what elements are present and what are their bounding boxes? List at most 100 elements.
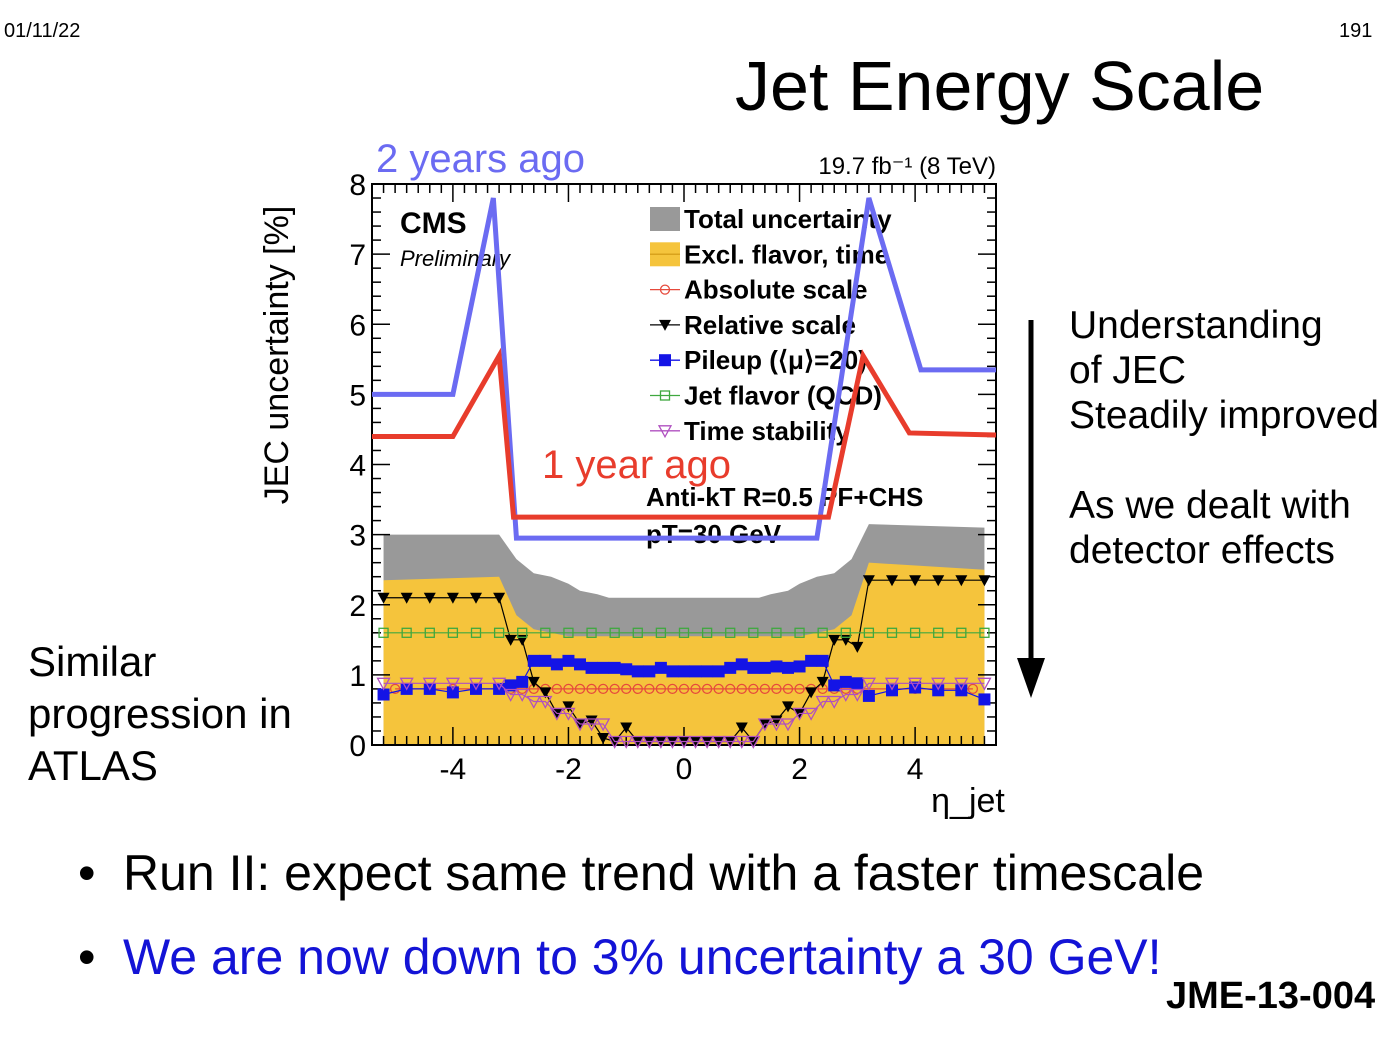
data-point	[468, 677, 484, 691]
data-point	[769, 718, 784, 732]
data-point	[517, 627, 528, 638]
data-point	[817, 627, 828, 638]
data-point	[711, 735, 726, 749]
data-point	[399, 677, 414, 691]
data-point	[771, 627, 782, 638]
status-label: Preliminary	[400, 246, 512, 271]
data-point	[725, 683, 736, 695]
data-point	[734, 735, 749, 749]
data-point	[955, 575, 968, 587]
data-point	[667, 683, 678, 695]
data-point	[862, 689, 875, 702]
data-point	[862, 575, 875, 587]
data-point	[978, 693, 991, 706]
series-line	[383, 682, 985, 743]
data-point	[701, 683, 713, 695]
x-tick-label: 4	[907, 753, 924, 786]
data-point	[377, 592, 390, 604]
side-note-line: ATLAS	[28, 742, 158, 789]
x-tick-label: 0	[676, 753, 693, 786]
data-point	[815, 695, 830, 709]
overlay-line	[372, 347, 997, 520]
data-point	[735, 658, 748, 671]
y-tick-label: 3	[349, 520, 366, 553]
data-point	[678, 627, 690, 638]
data-point	[771, 683, 782, 695]
data-point	[792, 707, 807, 721]
data-point	[608, 661, 621, 674]
data-point	[574, 658, 586, 671]
data-point	[620, 722, 633, 734]
data-point	[503, 688, 518, 702]
data-point	[400, 592, 413, 604]
data-point	[526, 695, 541, 709]
data-point	[538, 695, 553, 709]
data-point	[551, 683, 563, 695]
data-point	[828, 679, 841, 692]
side-note-line: Similar	[28, 638, 157, 685]
series-pileup-20	[377, 654, 991, 706]
legend-entry: Excl. flavor, time	[650, 239, 889, 269]
data-point	[735, 722, 748, 734]
slide-title: Jet Energy Scale	[735, 47, 1265, 125]
data-point	[838, 688, 853, 702]
data-point	[586, 627, 597, 638]
data-point	[422, 677, 437, 691]
data-point	[712, 665, 725, 678]
series-time-stability	[376, 677, 992, 749]
data-point	[782, 661, 794, 674]
bullet-dot-icon: •	[78, 845, 96, 901]
data-point	[376, 677, 391, 691]
data-point	[631, 665, 644, 678]
data-point	[653, 735, 668, 749]
data-point	[446, 592, 459, 604]
data-point	[621, 683, 632, 695]
data-point	[805, 654, 818, 667]
x-tick-label: 2	[791, 753, 808, 786]
side-note-left: Similar progression in ATLAS	[28, 636, 292, 792]
data-point	[470, 627, 482, 638]
data-point	[690, 683, 701, 695]
legend-label: Time stability	[684, 416, 850, 446]
data-point	[515, 688, 530, 702]
data-point	[782, 701, 794, 713]
data-point	[666, 665, 679, 678]
data-point	[561, 707, 576, 721]
y-tick-label: 7	[349, 239, 366, 272]
data-point	[585, 715, 598, 727]
excl-flavor-time-band	[383, 562, 985, 745]
component-series	[376, 575, 992, 749]
pt-label: pT=30 GeV	[646, 519, 782, 549]
data-point	[701, 665, 714, 678]
data-point	[527, 676, 540, 688]
slide-date: 01/11/22	[4, 20, 81, 42]
x-tick-label: -2	[555, 753, 582, 786]
overlay-label: 1 year ago	[542, 443, 731, 487]
data-point	[563, 627, 574, 638]
data-point	[863, 627, 875, 638]
data-point	[607, 735, 622, 749]
bullet-dot-icon: •	[78, 929, 96, 985]
data-point	[586, 683, 597, 695]
data-point	[851, 641, 864, 653]
x-axis-label: η_jet	[931, 782, 1005, 820]
data-point	[805, 687, 818, 699]
legend-entry: Relative scale	[650, 310, 856, 340]
data-point	[585, 661, 598, 674]
data-point	[504, 679, 517, 692]
side-note-line: of JEC	[1069, 349, 1187, 392]
bullet-item: • We are now down to 3% uncertainty a 30 …	[78, 928, 1162, 986]
data-point	[609, 627, 620, 638]
data-point	[828, 634, 841, 646]
data-point	[713, 683, 724, 695]
bullet-text: We are now down to 3% uncertainty a 30 G…	[123, 929, 1162, 985]
y-tick-label: 0	[349, 730, 366, 763]
data-point	[630, 735, 645, 749]
data-point	[655, 683, 667, 695]
data-point	[794, 683, 805, 695]
data-point	[933, 627, 944, 638]
data-point	[886, 627, 898, 638]
data-point	[908, 677, 923, 691]
data-point	[504, 634, 517, 646]
